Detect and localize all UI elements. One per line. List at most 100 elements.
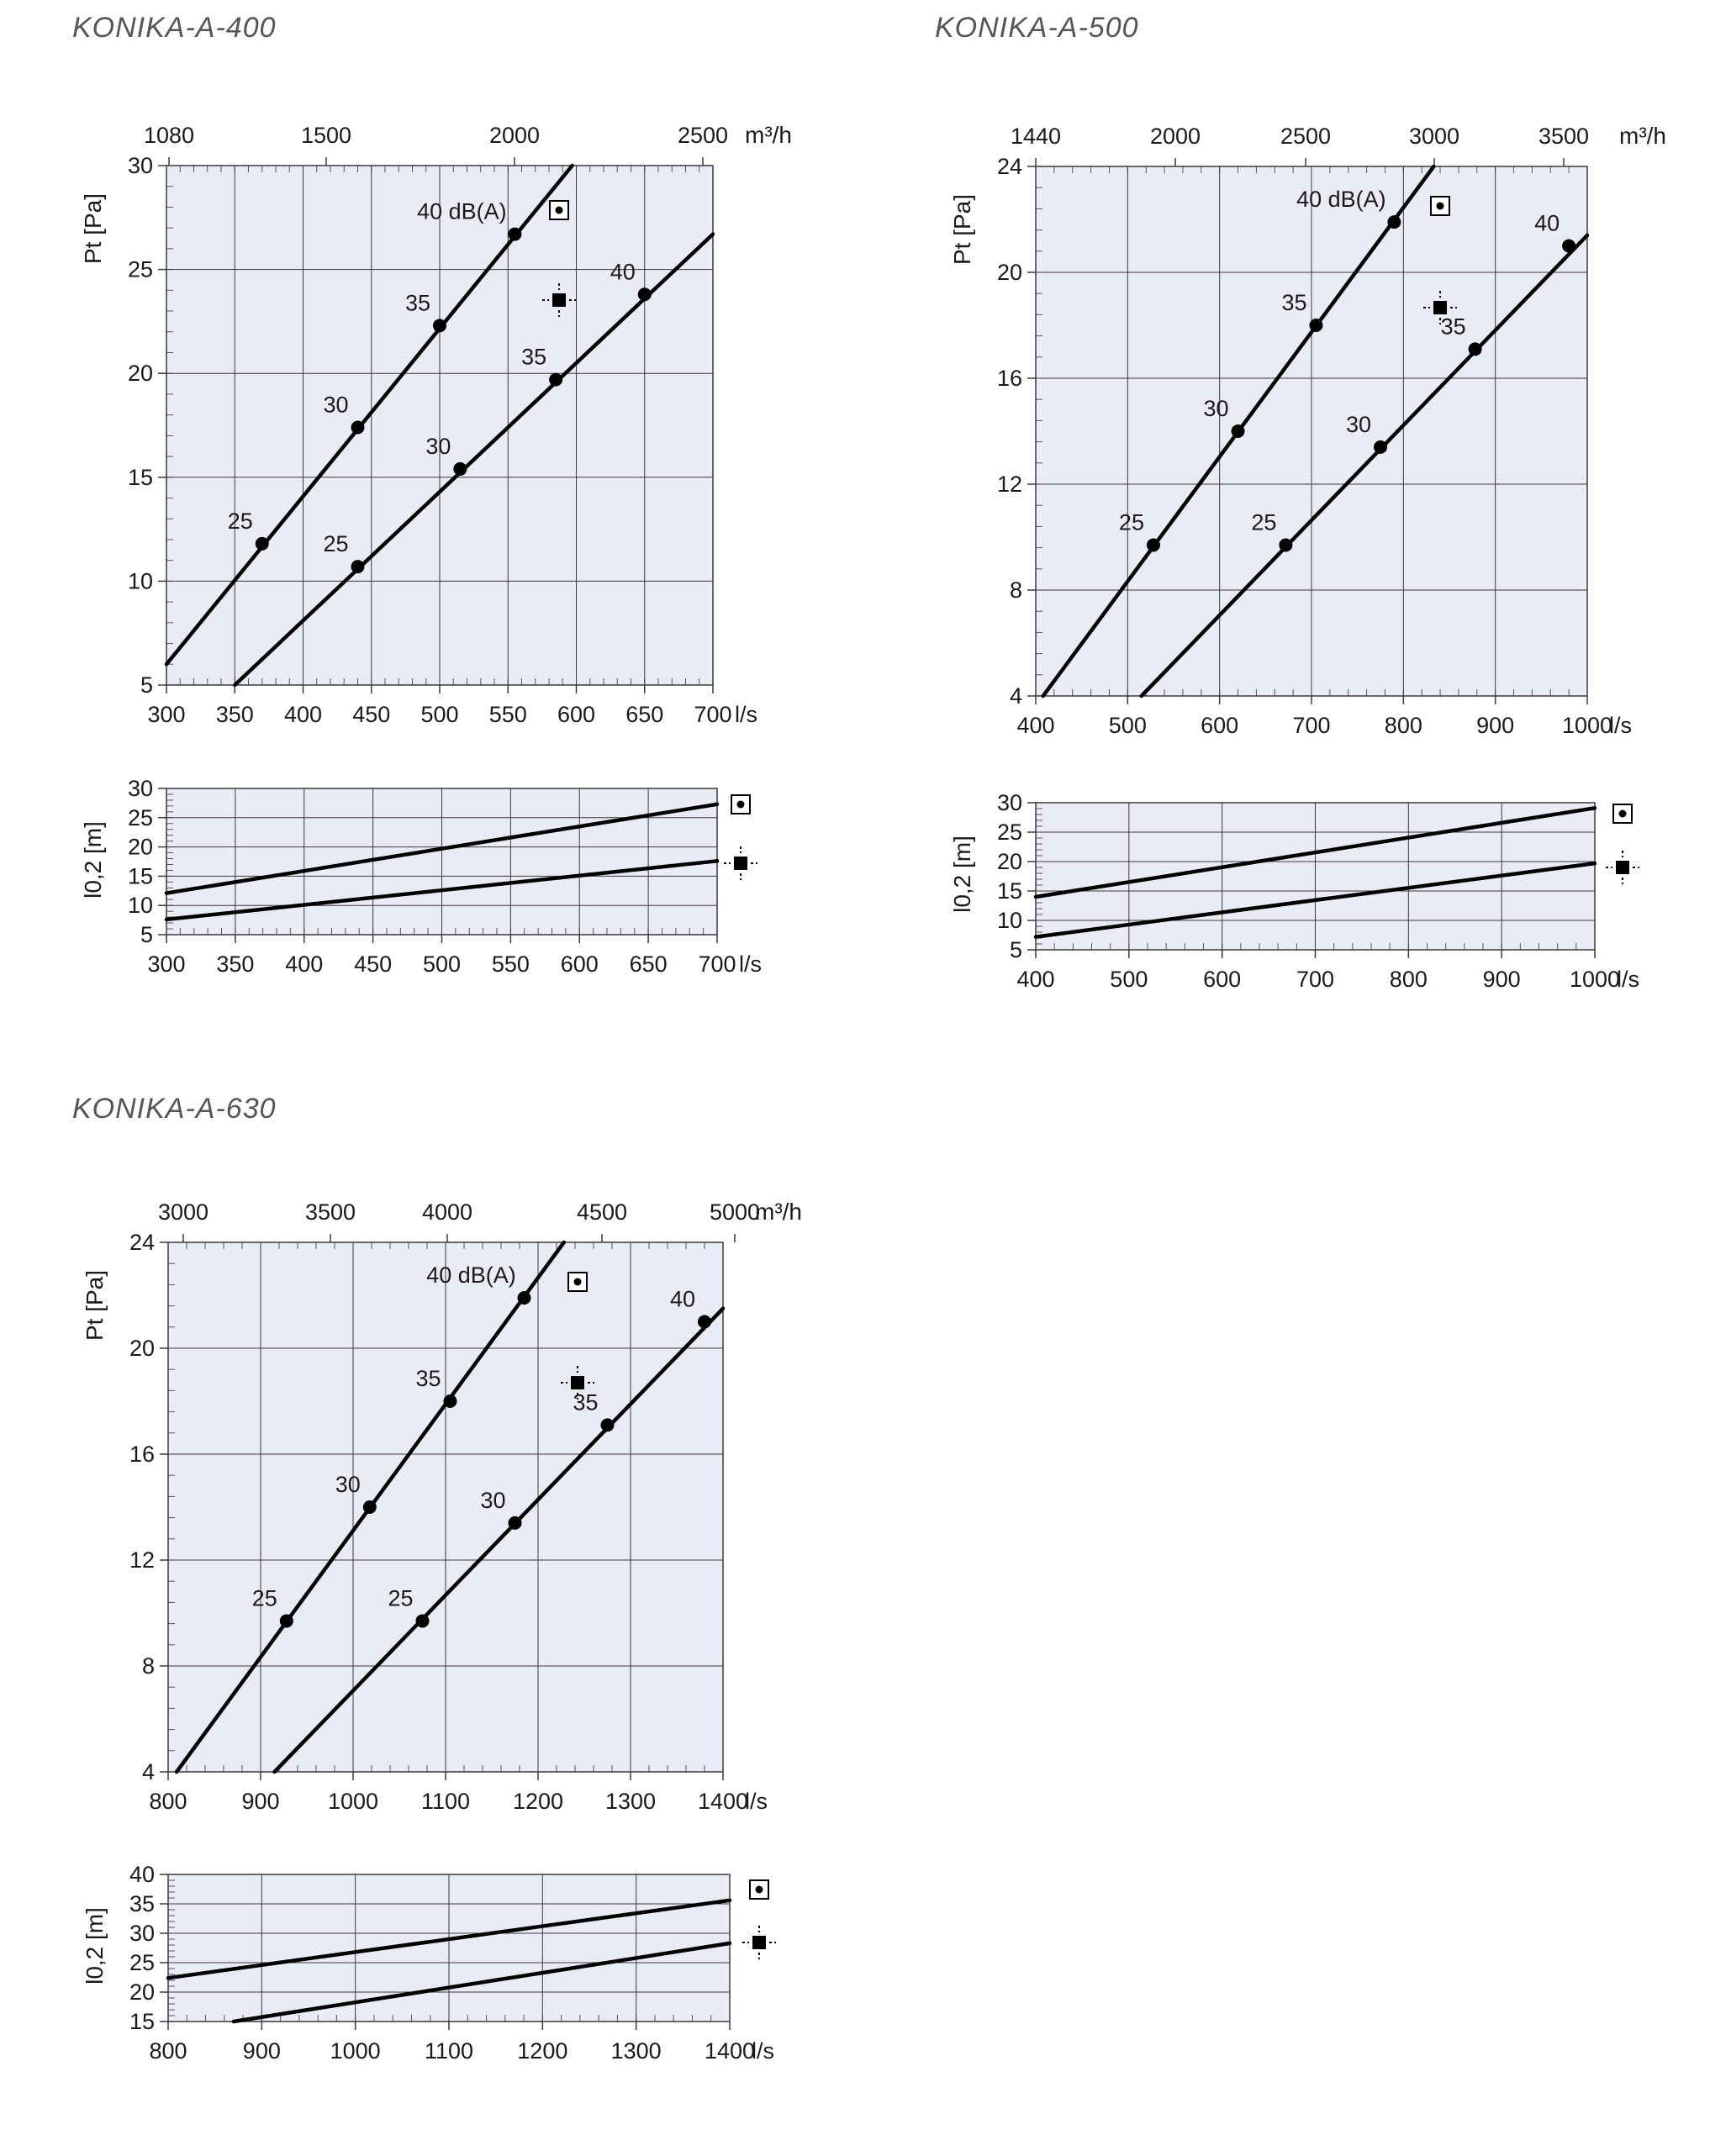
series-1: 25 30 35 40 dB(A) — [164, 163, 574, 667]
x-tick-label: 1300 — [605, 1789, 656, 1814]
x2-axis-label: m³/h — [755, 1199, 802, 1225]
series-line — [166, 1898, 732, 1980]
data-point — [415, 1614, 430, 1628]
y-axis-label: l0,2 [m] — [949, 836, 975, 913]
y-tick-label: 30 — [997, 790, 1022, 815]
y-tick-label: 25 — [128, 257, 153, 282]
x-tick-label: 350 — [216, 951, 254, 977]
y-tick-label: 12 — [997, 472, 1022, 497]
series-line — [164, 802, 720, 895]
x-tick-label: 1300 — [611, 2038, 662, 2064]
y-tick-label: 24 — [997, 154, 1022, 179]
y-tick-label: 10 — [128, 893, 153, 918]
plot-frame — [1035, 802, 1596, 951]
point-label: 40 — [610, 259, 636, 284]
series-2: 25 30 35 40 — [272, 1287, 726, 1774]
x-tick-label: 300 — [147, 951, 185, 977]
dot-in-square-icon — [1430, 196, 1450, 216]
y-tick-label: 10 — [128, 568, 153, 593]
square-with-arrows-icon — [742, 1926, 776, 1959]
x2-tick-label: 1080 — [144, 123, 194, 148]
x-tick-label: 600 — [561, 951, 599, 977]
x-tick-label: 600 — [557, 702, 595, 727]
data-point — [637, 287, 652, 302]
throw-plot-konika-a-630: 800 900 1000 1100 1200 1300 1400 15 20 25 30 35 40 l/… — [82, 1862, 776, 2064]
square-with-arrows-icon — [1606, 851, 1639, 884]
data-point — [1231, 424, 1245, 438]
point-label: 30 — [480, 1488, 505, 1513]
x2-tick-label: 2500 — [678, 123, 728, 148]
point-label: 40 dB(A) — [426, 1262, 516, 1288]
y-tick-label: 15 — [128, 465, 153, 490]
series-line — [1139, 233, 1590, 698]
y-tick-label: 4 — [1010, 683, 1022, 709]
data-point — [443, 1394, 457, 1408]
series-1: 25 30 35 40 dB(A) — [1041, 164, 1450, 698]
x-tick-label: 800 — [1385, 713, 1422, 738]
plot-frame — [167, 1241, 724, 1773]
y-tick-label: 5 — [140, 672, 153, 698]
point-label: 25 — [252, 1585, 277, 1610]
data-point — [1387, 215, 1401, 229]
square-with-arrows-icon — [561, 1366, 594, 1400]
y-tick-label: 25 — [997, 820, 1022, 845]
x-axis-label: l/s — [1617, 967, 1639, 992]
data-point — [1279, 538, 1293, 552]
series-line — [233, 232, 715, 688]
series-1 — [166, 1879, 769, 1980]
plot-frame — [166, 165, 714, 686]
y-tick-label: 16 — [997, 366, 1022, 391]
y-tick-label: 20 — [997, 260, 1022, 285]
y-axis-label: Pt [Pa] — [80, 193, 106, 264]
x-tick-label: 1000 — [1562, 713, 1612, 738]
x-axis-label: l/s — [752, 2038, 774, 2064]
x-tick-label: 1000 — [1570, 967, 1620, 992]
chart-title-konika-a-400: KONIKA-A-400 — [72, 12, 277, 44]
x-tick-label: 300 — [147, 702, 185, 727]
point-label: 30 — [335, 1472, 361, 1497]
x-tick-label: 700 — [694, 702, 731, 727]
point-label: 35 — [405, 290, 430, 315]
point-label: 35 — [415, 1366, 441, 1391]
x2-tick-label: 3000 — [158, 1199, 208, 1225]
y-axis-label: l0,2 [m] — [80, 821, 106, 899]
x-tick-label: 1000 — [330, 2038, 381, 2064]
point-label: 35 — [521, 345, 546, 370]
y-tick-label: 30 — [128, 776, 153, 801]
x-tick-label: 1400 — [705, 2038, 755, 2064]
point-label: 40 — [670, 1287, 695, 1312]
y-tick-label: 20 — [128, 361, 153, 386]
y-tick-label: 20 — [129, 1336, 155, 1361]
series-line — [164, 859, 720, 922]
x-tick-label: 700 — [1292, 713, 1330, 738]
x2-tick-label: 2500 — [1280, 124, 1331, 149]
x2-tick-label: 4000 — [422, 1199, 472, 1225]
data-point — [549, 372, 563, 387]
x-tick-label: 350 — [216, 702, 254, 727]
y-tick-label: 4 — [142, 1759, 155, 1784]
data-point — [1468, 342, 1482, 356]
x-tick-label: 650 — [625, 702, 663, 727]
x-axis-label: l/s — [739, 951, 762, 977]
x2-tick-label: 3500 — [305, 1199, 356, 1225]
x-tick-label: 1400 — [698, 1789, 748, 1814]
y-axis-label: Pt [Pa] — [949, 194, 975, 265]
x2-tick-label: 3000 — [1409, 124, 1459, 149]
y-tick-label: 15 — [997, 878, 1022, 904]
x-axis-label: l/s — [1609, 713, 1632, 738]
x-tick-label: 1200 — [513, 1789, 563, 1814]
point-label: 40 dB(A) — [1296, 187, 1386, 212]
point-label: 30 — [1346, 412, 1371, 437]
data-point — [453, 461, 467, 476]
x-tick-label: 900 — [241, 1789, 279, 1814]
x-tick-label: 550 — [492, 951, 530, 977]
point-label: 35 — [1281, 290, 1306, 315]
data-point — [1309, 319, 1323, 332]
x-tick-label: 500 — [423, 951, 461, 977]
pressure-plot-konika-a-500: 400 500 600 700 800 900 1000 4 8 12 16 20 24 l/s Pt [P… — [949, 123, 1666, 738]
x2-tick-label: 5000 — [710, 1199, 760, 1225]
chart-title-konika-a-500: KONIKA-A-500 — [935, 12, 1139, 44]
point-label: 25 — [1251, 509, 1276, 535]
y-tick-label: 16 — [129, 1442, 155, 1467]
point-label: 30 — [1204, 396, 1229, 421]
